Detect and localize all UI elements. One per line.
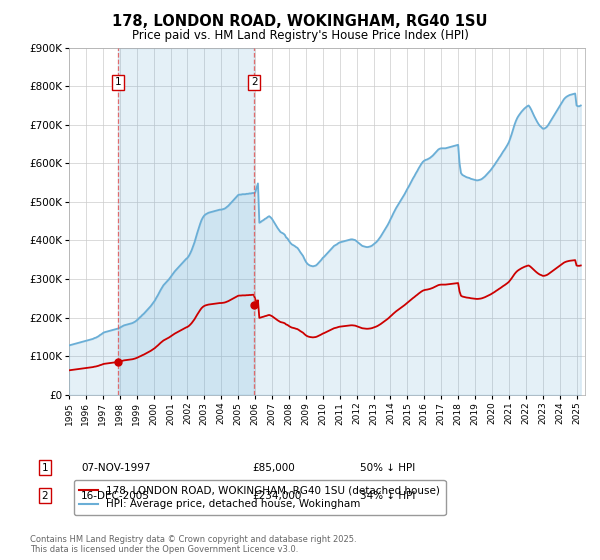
Text: 178, LONDON ROAD, WOKINGHAM, RG40 1SU: 178, LONDON ROAD, WOKINGHAM, RG40 1SU <box>112 14 488 29</box>
Legend: 178, LONDON ROAD, WOKINGHAM, RG40 1SU (detached house), HPI: Average price, deta: 178, LONDON ROAD, WOKINGHAM, RG40 1SU (d… <box>74 480 446 515</box>
Text: £234,000: £234,000 <box>252 491 301 501</box>
Text: 50% ↓ HPI: 50% ↓ HPI <box>360 463 415 473</box>
Text: 1: 1 <box>41 463 49 473</box>
Text: 1: 1 <box>115 77 121 87</box>
Text: 07-NOV-1997: 07-NOV-1997 <box>81 463 151 473</box>
Text: 34% ↓ HPI: 34% ↓ HPI <box>360 491 415 501</box>
Text: 2: 2 <box>251 77 258 87</box>
Text: 2: 2 <box>41 491 49 501</box>
Text: Contains HM Land Registry data © Crown copyright and database right 2025.
This d: Contains HM Land Registry data © Crown c… <box>30 535 356 554</box>
Text: 16-DEC-2005: 16-DEC-2005 <box>81 491 150 501</box>
Text: £85,000: £85,000 <box>252 463 295 473</box>
Bar <box>118 48 254 395</box>
Text: Price paid vs. HM Land Registry's House Price Index (HPI): Price paid vs. HM Land Registry's House … <box>131 29 469 42</box>
